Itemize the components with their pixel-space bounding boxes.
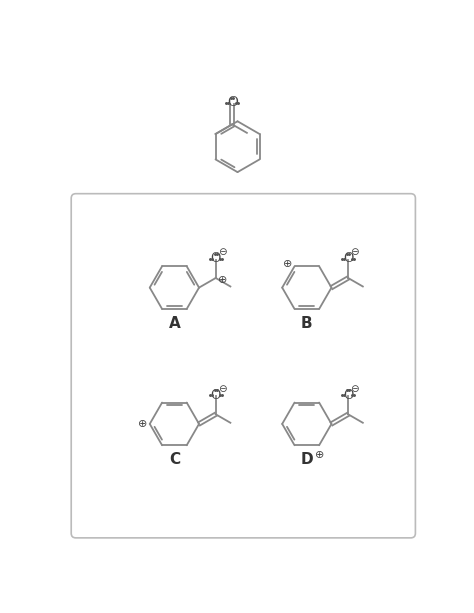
Text: O: O <box>210 252 221 265</box>
Text: $\ominus$: $\ominus$ <box>218 246 228 257</box>
Text: $\oplus$: $\oplus$ <box>217 274 227 285</box>
Text: C: C <box>169 452 180 467</box>
FancyBboxPatch shape <box>71 194 415 538</box>
Text: D: D <box>301 452 313 467</box>
Text: O: O <box>210 389 221 402</box>
Text: $\oplus$: $\oplus$ <box>137 419 147 430</box>
Text: B: B <box>301 316 313 330</box>
Text: $\ominus$: $\ominus$ <box>350 246 360 257</box>
Text: O: O <box>343 252 353 265</box>
Text: O: O <box>343 389 353 402</box>
Text: $\ominus$: $\ominus$ <box>350 383 360 394</box>
Text: O: O <box>227 96 237 109</box>
Text: $\ominus$: $\ominus$ <box>218 383 228 394</box>
Text: $\oplus$: $\oplus$ <box>314 449 324 460</box>
Text: $\oplus$: $\oplus$ <box>283 259 293 270</box>
Text: A: A <box>169 316 180 330</box>
